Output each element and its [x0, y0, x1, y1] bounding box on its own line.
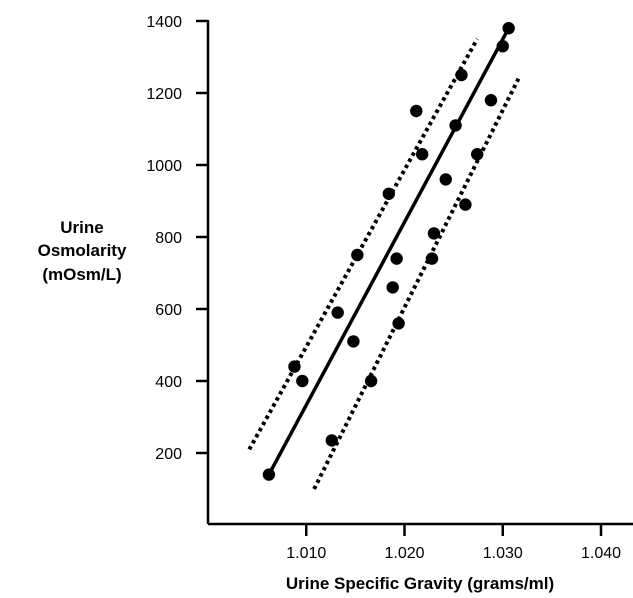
data-point	[425, 252, 439, 265]
data-point	[415, 148, 429, 161]
y-tick-label: 800	[155, 230, 182, 247]
data-point	[496, 40, 509, 53]
y-tick-label: 1200	[146, 86, 182, 103]
data-point	[502, 22, 515, 35]
data-point	[347, 335, 360, 348]
y-tick-label: 1400	[146, 14, 182, 31]
data-point	[459, 198, 472, 211]
regression	[267, 27, 511, 476]
data-point	[296, 374, 309, 388]
data-point	[392, 317, 405, 330]
data-point	[364, 374, 378, 388]
x-tick-label: 1.020	[384, 545, 424, 562]
data-point	[351, 248, 364, 262]
data-point	[471, 148, 484, 161]
data-point	[325, 434, 338, 447]
x-ticks: 1.010 1.020 1.030 1.040	[286, 524, 621, 562]
x-axis-title: Urine Specific Gravity (grams/ml)	[286, 574, 554, 593]
y-tick-label: 600	[155, 302, 182, 319]
data-point	[262, 468, 276, 481]
upper-bound-line	[247, 38, 479, 451]
data-point	[382, 187, 395, 200]
data-point	[449, 119, 462, 132]
y-axis-title-line-1: Urine	[60, 218, 103, 237]
x-tick-label: 1.040	[581, 545, 621, 562]
prediction-bounds	[247, 38, 521, 490]
data-point	[390, 252, 403, 265]
data-point	[410, 104, 423, 118]
data-point	[484, 94, 498, 107]
data-points	[262, 22, 515, 481]
axes	[206, 20, 633, 526]
lower-bound-line	[312, 77, 521, 490]
y-axis-title-line-3: (mOsm/L)	[42, 265, 121, 284]
y-ticks: 200 400 600 800 1000 1200 1400	[146, 14, 208, 463]
regression-line	[267, 27, 511, 476]
y-tick-label: 1000	[146, 158, 182, 175]
x-tick-label: 1.010	[286, 545, 326, 562]
x-tick-label: 1.030	[483, 545, 523, 562]
y-axis-title-line-2: Osmolarity	[38, 241, 127, 260]
data-point	[427, 227, 441, 240]
data-point	[288, 360, 301, 373]
data-point	[455, 68, 468, 82]
data-point	[386, 281, 399, 294]
y-tick-label: 400	[155, 374, 182, 391]
data-point	[331, 306, 344, 319]
y-tick-label: 200	[155, 446, 182, 463]
data-point	[439, 173, 452, 186]
